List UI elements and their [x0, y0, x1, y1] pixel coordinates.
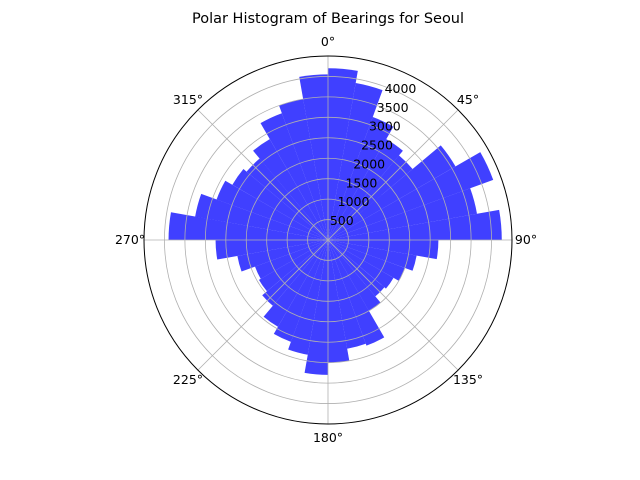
- bearing-bar-170: [328, 240, 350, 363]
- bearing-bar-80: [328, 209, 502, 240]
- bearing-bar-320: [253, 139, 328, 240]
- radial-tick-label: 2500: [361, 138, 393, 153]
- bearing-bar-0: [328, 68, 358, 241]
- radial-tick-label: 2000: [353, 156, 385, 171]
- angle-tick-label: 180°: [313, 430, 343, 445]
- bearing-bar-110: [328, 240, 405, 281]
- chart-title: Polar Histogram of Bearings for Seoul: [192, 11, 464, 27]
- bearing-bar-60: [328, 152, 494, 240]
- polar-frame: [143, 55, 513, 425]
- bearing-bar-180: [304, 240, 328, 375]
- radial-tick-label: 3500: [377, 100, 409, 115]
- bearing-bar-260: [215, 240, 328, 260]
- radial-tick-label: 3000: [369, 119, 401, 134]
- bearing-bar-290: [216, 180, 328, 240]
- radial-tick-label: 1500: [345, 175, 377, 190]
- radial-tick-label: 4000: [385, 81, 417, 96]
- bearing-bar-250: [237, 240, 328, 272]
- bearing-bar-300: [232, 169, 328, 240]
- bearing-bar-30: [328, 139, 403, 240]
- angle-tick-label: 90°: [515, 232, 537, 247]
- bearing-bar-270: [168, 212, 328, 240]
- bearing-bar-50: [328, 145, 456, 240]
- bearing-bar-280: [195, 193, 328, 240]
- labels-layer: 0° 45° 90° 135° 180° 225° 270° 315° 500 1000 1500 2…: [115, 34, 537, 445]
- bearing-bar-20: [328, 117, 394, 240]
- bearing-bar-210: [263, 240, 328, 327]
- angle-tick-label: 270°: [115, 232, 145, 247]
- frame-layer: [143, 55, 513, 425]
- bearing-bar-70: [328, 188, 477, 240]
- bearing-bar-160: [328, 240, 366, 349]
- angle-tick-label: 315°: [173, 92, 203, 107]
- angle-tick-label: 135°: [453, 372, 483, 387]
- bearing-bar-90: [328, 240, 439, 260]
- bearing-bar-10: [328, 82, 383, 241]
- bearing-bar-340: [279, 99, 328, 240]
- radial-tick-label: 1000: [338, 194, 370, 209]
- bearing-bar-190: [288, 240, 328, 355]
- bearing-bar-330: [260, 113, 328, 240]
- angular-gridline-45: [327, 109, 459, 241]
- grid-layer: [144, 56, 512, 424]
- angular-gridline-135: [327, 239, 459, 371]
- angle-tick-label: 45°: [457, 92, 479, 107]
- bearing-bar-230: [258, 240, 328, 292]
- bearing-bar-140: [328, 240, 381, 311]
- angular-gridline-315: [197, 109, 329, 241]
- bearing-bar-200: [273, 240, 328, 342]
- angle-tick-label: 225°: [173, 372, 203, 387]
- radial-tick-label: 500: [330, 213, 354, 228]
- angle-tick-label: 0°: [321, 34, 335, 49]
- bearing-bar-100: [328, 240, 417, 271]
- bearing-bar-350: [299, 74, 328, 241]
- bearing-bar-150: [328, 240, 385, 346]
- angular-gridline-225: [197, 239, 329, 371]
